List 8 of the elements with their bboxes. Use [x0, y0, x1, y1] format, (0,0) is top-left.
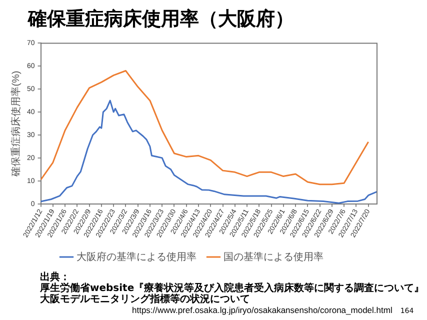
- legend-label: 国の基準による使用率: [224, 250, 324, 263]
- legend-label: 大阪府の基準による使用率: [76, 250, 196, 263]
- source-note: 出典：: [40, 272, 70, 283]
- y-axis-title: 確保重症病床使用率(%): [10, 70, 22, 178]
- text: https://www.pref.osaka.lg.jp/iryo/osakakansensho/corona_model.html: [132, 305, 392, 316]
- text: 厚生労働省website『療養状況等及び入院患者受入病床数等に関する調査について』: [40, 283, 424, 294]
- text: 大阪モデルモニタリング指標等の状況について: [40, 294, 251, 305]
- chart-title: 確保重症病床使用率（大阪府）: [28, 7, 294, 32]
